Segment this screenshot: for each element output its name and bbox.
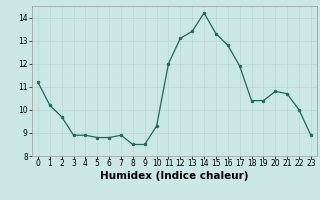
X-axis label: Humidex (Indice chaleur): Humidex (Indice chaleur): [100, 171, 249, 181]
